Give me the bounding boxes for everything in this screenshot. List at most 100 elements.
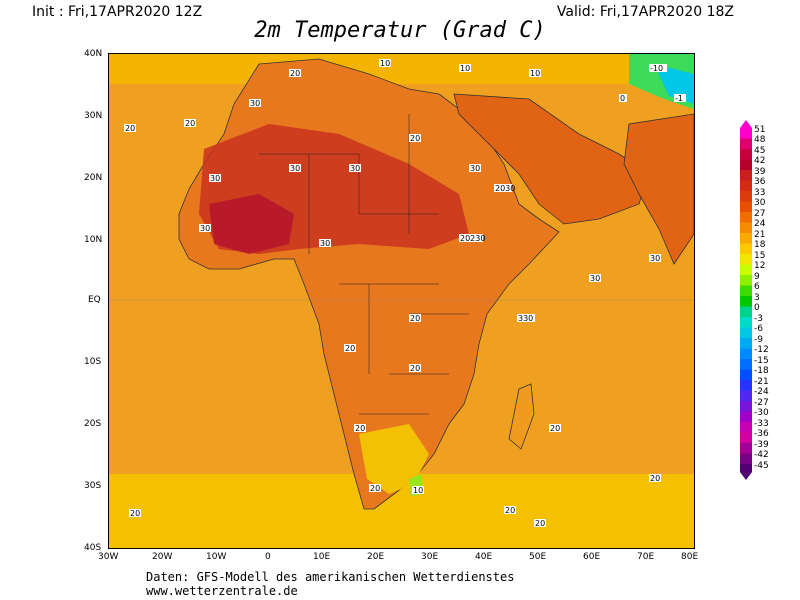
map-value-label: 20 (184, 119, 196, 128)
temperature-map: 20 20 30 20 10 10 10 -10 -1 0 30 30 30 2… (108, 53, 695, 549)
lon-label-0: 0 (265, 552, 271, 562)
map-value-label: 20 (409, 364, 421, 373)
colorbar-label: 12 (754, 261, 766, 271)
map-value-label: 30 (349, 164, 361, 173)
svg-text:2030: 2030 (495, 184, 515, 193)
map-value-label: 30 (649, 254, 661, 263)
valid-time: Valid: Fri,17APR2020 18Z (556, 4, 734, 20)
svg-text:30: 30 (200, 224, 210, 233)
svg-text:20: 20 (130, 509, 140, 518)
data-source-credit: Daten: GFS-Modell des amerikanischen Wet… (146, 570, 515, 584)
map-value-label: 30 (249, 99, 261, 108)
svg-text:20: 20 (290, 69, 300, 78)
colorbar-label: 30 (754, 198, 766, 208)
map-value-label: 20 (649, 474, 661, 483)
colorbar-label: -33 (754, 419, 769, 429)
colorbar-label: 24 (754, 219, 766, 229)
svg-text:20: 20 (535, 519, 545, 528)
map-value-label: 30 (209, 174, 221, 183)
map-value-label: 20 (344, 344, 356, 353)
lon-label-30e: 30E (421, 552, 439, 562)
website-credit: www.wetterzentrale.de (146, 584, 298, 598)
map-value-label: 20 (409, 134, 421, 143)
map-value-label: 20 (124, 124, 136, 133)
colorbar-label: -12 (754, 345, 769, 355)
map-value-label: -10 (649, 64, 667, 73)
svg-text:20: 20 (125, 124, 135, 133)
colorbar-label: 6 (754, 282, 760, 292)
madagascar (508, 383, 535, 450)
colorbar-label: 27 (754, 209, 766, 219)
map-value-label: 20 (129, 509, 141, 518)
lon-label-70e: 70E (637, 552, 655, 562)
svg-text:30: 30 (320, 239, 330, 248)
colorbar-label: 42 (754, 156, 766, 166)
svg-text:20: 20 (550, 424, 560, 433)
map-value-label: 10 (459, 64, 471, 73)
lon-label-10w: 10W (206, 552, 227, 562)
map-value-label: 20 (354, 424, 366, 433)
map-value-label: 10 (529, 69, 541, 78)
svg-text:20: 20 (355, 424, 365, 433)
svg-text:20: 20 (185, 119, 195, 128)
country-borders (259, 114, 469, 415)
svg-text:-1: -1 (675, 94, 683, 103)
colorbar-label: 18 (754, 240, 766, 250)
north-mediterranean-band (109, 54, 694, 84)
lat-label-eq: EQ (88, 295, 101, 305)
svg-text:30: 30 (290, 164, 300, 173)
colorbar-label: 33 (754, 188, 766, 198)
colorbar-label: -45 (754, 461, 769, 471)
lat-label-30s: 30S (84, 481, 102, 491)
svg-text:20: 20 (650, 474, 660, 483)
colorbar-label: -24 (754, 387, 769, 397)
colorbar-label: 0 (754, 303, 760, 313)
map-value-label: 20230 (459, 234, 485, 243)
svg-text:20: 20 (410, 364, 420, 373)
map-value-label: 20 (409, 314, 421, 323)
map-value-label: 30 (199, 224, 211, 233)
india-landmass (623, 113, 694, 265)
map-value-label: 10 (379, 59, 391, 68)
colorbar-label: -6 (754, 324, 763, 334)
lon-label-40e: 40E (475, 552, 493, 562)
colorbar-label: 15 (754, 251, 766, 261)
svg-text:20: 20 (410, 134, 420, 143)
map-value-label: 20 (289, 69, 301, 78)
colorbar-label: 39 (754, 167, 766, 177)
lon-label-30w: 30W (98, 552, 119, 562)
svg-text:30: 30 (250, 99, 260, 108)
lon-label-20e: 20E (367, 552, 385, 562)
map-value-label: 30 (589, 274, 601, 283)
svg-text:20: 20 (505, 506, 515, 515)
svg-text:30: 30 (650, 254, 660, 263)
init-time: Init : Fri,17APR2020 12Z (32, 4, 203, 20)
map-value-label: 30 (319, 239, 331, 248)
map-value-label: 20 (369, 484, 381, 493)
svg-text:20: 20 (410, 314, 420, 323)
colorbar-label: -21 (754, 377, 769, 387)
colorbar-label: 51 (754, 125, 766, 135)
colorbar-label: -36 (754, 429, 769, 439)
map-value-label: 30 (469, 164, 481, 173)
map-value-label: 20 (504, 506, 516, 515)
west-africa-hottest (209, 194, 294, 254)
svg-text:0: 0 (620, 94, 625, 103)
lon-label-60e: 60E (583, 552, 601, 562)
lat-label-10s: 10S (84, 357, 102, 367)
lat-label-10n: 10N (84, 235, 103, 245)
colorbar-label: 3 (754, 293, 760, 303)
colorbar-label: 9 (754, 272, 760, 282)
map-value-label: 30 (289, 164, 301, 173)
colorbar-label: 36 (754, 177, 766, 187)
lon-label-10e: 10E (313, 552, 331, 562)
lon-label-80e: 80E (681, 552, 699, 562)
lat-label-40s: 40S (84, 543, 102, 553)
colorbar-label: 48 (754, 135, 766, 145)
colorbar-label: -18 (754, 366, 769, 376)
lat-label-20s: 20S (84, 419, 102, 429)
map-value-label: 330 (517, 314, 535, 323)
svg-text:30: 30 (350, 164, 360, 173)
colorbar-label: -30 (754, 408, 769, 418)
colorbar-label: -27 (754, 398, 769, 408)
